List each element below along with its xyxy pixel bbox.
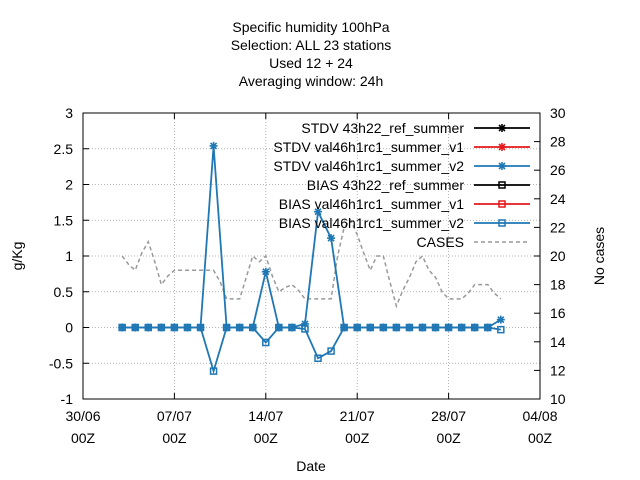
legend-marker bbox=[498, 181, 506, 189]
x-tick-label: 14/07 bbox=[248, 408, 283, 424]
y2-tick-label: 10 bbox=[550, 391, 566, 407]
series-point bbox=[157, 323, 166, 332]
chart-title: Specific humidity 100hPa Selection: ALL 2… bbox=[231, 19, 392, 89]
title-line: Specific humidity 100hPa bbox=[232, 19, 389, 35]
y2-tick-label: 18 bbox=[550, 277, 566, 293]
series-point bbox=[366, 323, 375, 332]
y2-tick-label: 30 bbox=[550, 105, 566, 121]
series-line-square bbox=[122, 326, 501, 375]
series-point bbox=[170, 323, 179, 332]
y2-tick-label: 20 bbox=[550, 248, 566, 264]
series-point bbox=[392, 323, 401, 332]
legend-marker bbox=[498, 219, 506, 227]
x-tick-label: 21/07 bbox=[340, 408, 375, 424]
x-tick-label: 00Z bbox=[71, 430, 96, 446]
y2-tick-label: 22 bbox=[550, 219, 566, 235]
x-tick-label: 00Z bbox=[345, 430, 370, 446]
title-line: Used 12 + 24 bbox=[269, 55, 353, 71]
y-tick-label: 1.5 bbox=[54, 212, 74, 228]
series-point bbox=[327, 234, 336, 243]
series-point bbox=[209, 367, 218, 375]
series-point bbox=[301, 325, 309, 333]
x-tick-label: 00Z bbox=[254, 430, 279, 446]
y2-tick-label: 24 bbox=[550, 191, 566, 207]
series-point bbox=[496, 315, 505, 324]
y-tick-label: 2 bbox=[65, 177, 73, 193]
legend-label: BIAS val46h1rc1_summer_v2 bbox=[279, 215, 464, 231]
y2-tick-label: 14 bbox=[550, 334, 566, 350]
x-tick-label: 00Z bbox=[162, 430, 187, 446]
series-point bbox=[314, 354, 322, 362]
series-point bbox=[484, 323, 492, 332]
y-tick-label: -1 bbox=[61, 391, 74, 407]
legend: STDV 43h22_ref_summer STDV val46h1rc1_sum… bbox=[273, 120, 530, 250]
series-point bbox=[248, 323, 257, 332]
x-tick-label: 07/07 bbox=[157, 408, 192, 424]
x-tick-label: 30/06 bbox=[65, 408, 100, 424]
legend-marker bbox=[498, 124, 506, 132]
series-point bbox=[275, 323, 283, 332]
y-tick-label: 2.5 bbox=[54, 141, 74, 157]
legend-label: STDV 43h22_ref_summer bbox=[301, 120, 464, 136]
series-point bbox=[235, 323, 244, 332]
x-tick-label: 04/08 bbox=[522, 408, 557, 424]
series-point bbox=[118, 323, 126, 332]
series-point bbox=[418, 323, 427, 332]
series-point bbox=[379, 323, 388, 332]
legend-marker bbox=[498, 200, 506, 208]
legend-marker bbox=[498, 143, 506, 151]
series-point bbox=[222, 323, 231, 332]
y2-tick-label: 12 bbox=[550, 362, 566, 378]
y2-axis-label: No cases bbox=[591, 227, 607, 285]
y-tick-label: 0.5 bbox=[54, 284, 74, 300]
series-point bbox=[470, 323, 479, 332]
series-point bbox=[209, 141, 218, 150]
series-point bbox=[457, 323, 466, 332]
series-point bbox=[144, 323, 153, 332]
series-point bbox=[183, 323, 192, 332]
legend-label: STDV val46h1rc1_summer_v1 bbox=[273, 139, 464, 155]
series-point bbox=[262, 338, 270, 347]
legend-label: BIAS val46h1rc1_summer_v1 bbox=[279, 196, 464, 212]
x-tick-label: 00Z bbox=[528, 430, 553, 446]
y-tick-label: 1 bbox=[65, 248, 73, 264]
series-point bbox=[497, 325, 505, 334]
axes: -1 -0.5 0 0.5 1 1.5 2 2.5 3 10 12 14 16 18 20 22 24 26 28 3… bbox=[49, 105, 566, 446]
series-point bbox=[405, 323, 414, 332]
y2-tick-label: 26 bbox=[550, 162, 566, 178]
series-point bbox=[196, 323, 205, 332]
y-tick-label: -0.5 bbox=[49, 355, 73, 371]
series-point bbox=[444, 323, 453, 332]
legend-marker bbox=[498, 162, 506, 170]
y-tick-label: 0 bbox=[65, 320, 73, 336]
title-line: Averaging window: 24h bbox=[239, 73, 384, 89]
title-line: Selection: ALL 23 stations bbox=[231, 37, 392, 53]
x-axis-label: Date bbox=[296, 458, 326, 474]
legend-label: BIAS 43h22_ref_summer bbox=[307, 177, 465, 193]
x-tick-label: 00Z bbox=[437, 430, 462, 446]
y2-tick-label: 16 bbox=[550, 305, 566, 321]
series-point bbox=[431, 323, 440, 332]
y-axis-label: g/Kg bbox=[9, 242, 25, 271]
legend-label: STDV val46h1rc1_summer_v2 bbox=[273, 158, 464, 174]
series-point bbox=[353, 323, 361, 332]
series-point bbox=[327, 347, 335, 355]
x-tick-label: 28/07 bbox=[431, 408, 466, 424]
series-point bbox=[261, 267, 270, 276]
series-point bbox=[314, 207, 323, 216]
cases-series-line bbox=[121, 218, 502, 309]
series-point bbox=[340, 323, 348, 332]
legend-label: CASES bbox=[417, 234, 464, 250]
grid bbox=[83, 113, 540, 399]
y-tick-label: 3 bbox=[65, 105, 73, 121]
y2-tick-label: 28 bbox=[550, 134, 566, 150]
series-point bbox=[288, 323, 296, 332]
series-point bbox=[131, 323, 139, 332]
plot-area bbox=[118, 141, 505, 375]
